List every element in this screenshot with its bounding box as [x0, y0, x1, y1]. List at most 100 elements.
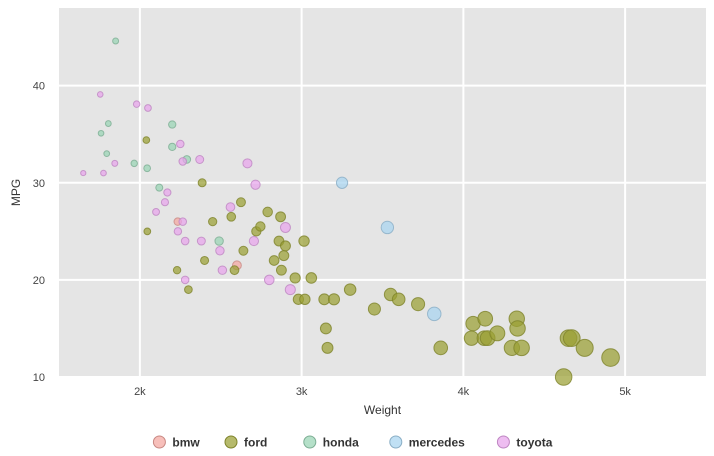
- data-point-toyota[interactable]: [217, 265, 228, 275]
- data-point-ford[interactable]: [513, 339, 530, 357]
- data-point-toyota[interactable]: [279, 221, 291, 233]
- data-point-toyota[interactable]: [248, 235, 260, 247]
- data-point-ford[interactable]: [268, 255, 280, 266]
- y-tick-label: 30: [33, 178, 45, 190]
- data-point-ford[interactable]: [275, 211, 287, 223]
- legend-swatch: [152, 435, 166, 449]
- x-axis-ticks: 2k 3k 4k 5k: [134, 386, 631, 398]
- data-point-honda[interactable]: [130, 159, 138, 168]
- legend-item-honda[interactable]: honda: [303, 435, 359, 450]
- data-point-toyota[interactable]: [176, 139, 185, 149]
- data-point-ford[interactable]: [562, 329, 581, 348]
- y-axis-title: MPG: [9, 179, 23, 206]
- data-point-ford[interactable]: [143, 227, 152, 236]
- data-point-ford[interactable]: [321, 341, 334, 354]
- data-point-ford[interactable]: [327, 293, 341, 306]
- data-point-ford[interactable]: [554, 368, 573, 386]
- data-point-honda[interactable]: [97, 129, 105, 137]
- legend-label: bmw: [172, 436, 200, 450]
- legend-item-bmw[interactable]: bmw: [152, 435, 200, 450]
- data-point-honda[interactable]: [168, 142, 177, 152]
- data-point-toyota[interactable]: [100, 169, 107, 177]
- data-point-honda[interactable]: [168, 120, 177, 129]
- data-point-ford[interactable]: [200, 255, 210, 266]
- data-point-honda[interactable]: [214, 236, 224, 246]
- data-point-ford[interactable]: [142, 136, 151, 144]
- data-point-ford[interactable]: [229, 265, 240, 276]
- data-point-toyota[interactable]: [215, 246, 225, 256]
- legend-swatch: [303, 435, 317, 449]
- legend-swatch: [389, 435, 403, 449]
- plot-area: [59, 8, 706, 377]
- data-point-honda[interactable]: [112, 37, 120, 45]
- data-point-ford[interactable]: [197, 178, 207, 188]
- data-point-honda[interactable]: [143, 164, 152, 173]
- data-point-toyota[interactable]: [96, 91, 104, 98]
- data-point-toyota[interactable]: [160, 198, 170, 207]
- data-point-ford[interactable]: [575, 338, 594, 357]
- data-point-ford[interactable]: [319, 322, 332, 335]
- data-point-ford[interactable]: [367, 302, 381, 316]
- data-point-ford[interactable]: [299, 293, 311, 306]
- data-point-ford[interactable]: [489, 325, 506, 342]
- data-point-toyota[interactable]: [152, 207, 161, 216]
- x-tick-label: 2k: [134, 386, 146, 398]
- data-point-toyota[interactable]: [178, 217, 188, 226]
- x-axis-title: Weight: [364, 403, 402, 417]
- data-point-mercedes[interactable]: [335, 176, 349, 189]
- legend-label: toyota: [516, 436, 552, 450]
- data-point-ford[interactable]: [275, 264, 287, 276]
- data-point-toyota[interactable]: [163, 188, 172, 197]
- data-point-toyota[interactable]: [242, 158, 253, 169]
- data-point-ford[interactable]: [343, 283, 357, 296]
- y-tick-label: 10: [33, 372, 45, 384]
- data-point-toyota[interactable]: [250, 179, 261, 190]
- x-tick-label: 3k: [296, 386, 308, 398]
- data-point-toyota[interactable]: [196, 236, 206, 246]
- data-point-ford[interactable]: [208, 217, 218, 227]
- legend-item-ford[interactable]: ford: [224, 435, 267, 450]
- data-point-ford[interactable]: [226, 211, 237, 222]
- data-point-ford[interactable]: [411, 297, 426, 312]
- data-point-toyota[interactable]: [284, 284, 296, 296]
- data-point-ford[interactable]: [236, 197, 246, 208]
- data-point-honda[interactable]: [104, 120, 112, 127]
- legend-item-mercedes[interactable]: mercedes: [389, 435, 465, 450]
- data-point-ford[interactable]: [279, 240, 291, 252]
- data-point-toyota[interactable]: [80, 169, 87, 177]
- data-point-mercedes[interactable]: [380, 220, 395, 235]
- data-point-ford[interactable]: [477, 310, 494, 327]
- data-point-ford[interactable]: [184, 285, 193, 294]
- data-point-toyota[interactable]: [195, 155, 205, 164]
- data-point-ford[interactable]: [255, 221, 266, 232]
- data-point-ford[interactable]: [278, 250, 290, 262]
- data-point-honda[interactable]: [155, 183, 164, 192]
- data-point-toyota[interactable]: [180, 236, 190, 246]
- data-point-ford[interactable]: [601, 348, 620, 367]
- data-point-toyota[interactable]: [111, 159, 119, 167]
- data-point-ford[interactable]: [289, 272, 301, 284]
- legend-label: mercedes: [409, 436, 465, 450]
- data-point-ford[interactable]: [305, 272, 318, 284]
- data-point-ford[interactable]: [238, 245, 249, 256]
- data-point-toyota[interactable]: [178, 157, 188, 166]
- data-point-toyota[interactable]: [144, 104, 152, 112]
- data-point-toyota[interactable]: [173, 227, 183, 236]
- data-point-ford[interactable]: [172, 265, 182, 275]
- legend-label: honda: [323, 436, 359, 450]
- data-point-toyota[interactable]: [132, 100, 141, 108]
- data-point-toyota[interactable]: [263, 274, 275, 286]
- data-point-ford[interactable]: [262, 206, 273, 218]
- data-point-mercedes[interactable]: [427, 306, 442, 322]
- data-point-ford[interactable]: [509, 320, 526, 337]
- data-point-toyota[interactable]: [225, 202, 236, 212]
- data-point-ford[interactable]: [391, 292, 406, 307]
- data-point-ford[interactable]: [433, 340, 449, 356]
- legend-label: ford: [244, 436, 267, 450]
- data-point-toyota[interactable]: [180, 275, 190, 285]
- data-point-honda[interactable]: [103, 150, 111, 158]
- data-point-ford[interactable]: [298, 235, 310, 247]
- data-points: [80, 37, 620, 386]
- data-point-ford[interactable]: [463, 330, 480, 346]
- legend-item-toyota[interactable]: toyota: [496, 435, 553, 450]
